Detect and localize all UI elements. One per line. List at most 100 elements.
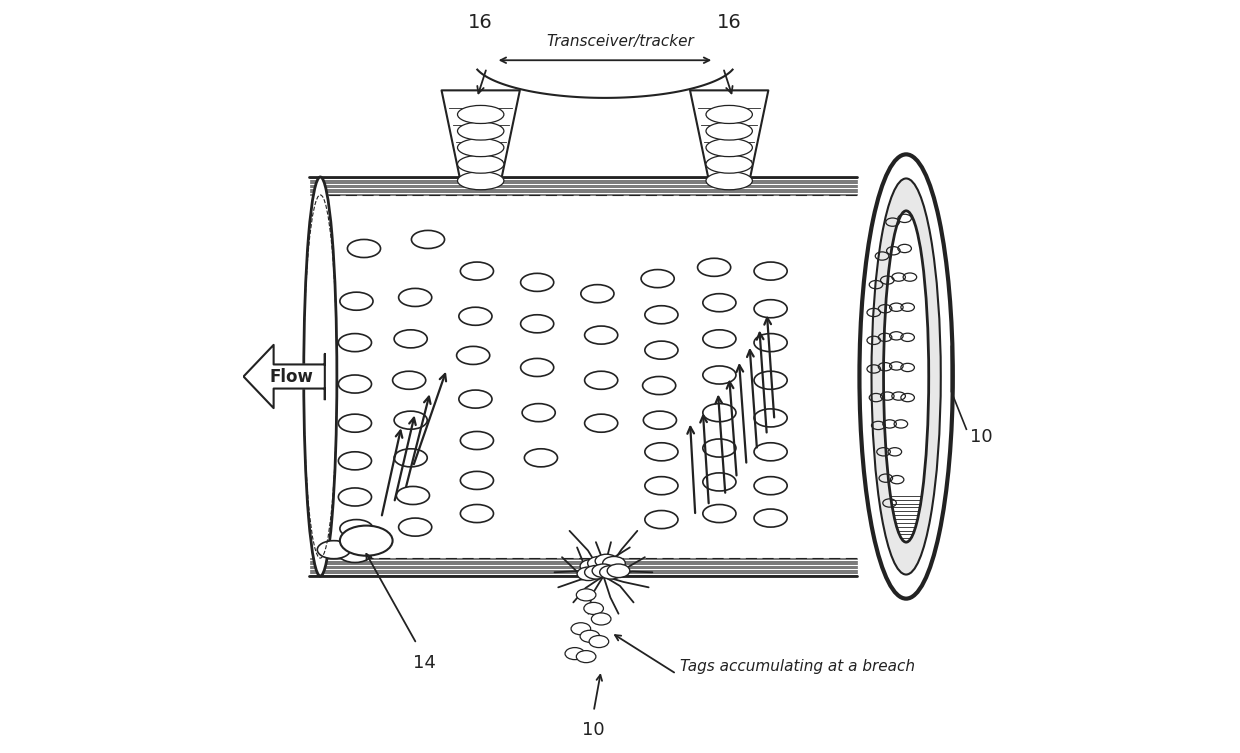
Text: 16: 16 (469, 13, 494, 32)
Ellipse shape (703, 404, 737, 422)
Ellipse shape (460, 505, 494, 523)
Ellipse shape (577, 567, 600, 581)
Ellipse shape (588, 556, 610, 570)
Ellipse shape (565, 648, 584, 660)
Ellipse shape (580, 630, 600, 642)
Ellipse shape (706, 172, 753, 190)
Ellipse shape (398, 518, 432, 536)
Ellipse shape (595, 554, 618, 568)
Ellipse shape (458, 155, 503, 173)
Ellipse shape (393, 371, 425, 389)
Ellipse shape (459, 390, 492, 408)
Ellipse shape (459, 307, 492, 325)
Ellipse shape (645, 511, 678, 529)
Ellipse shape (593, 564, 615, 578)
Ellipse shape (644, 411, 677, 429)
Ellipse shape (340, 526, 393, 556)
Polygon shape (689, 90, 769, 177)
Ellipse shape (521, 273, 554, 291)
Ellipse shape (521, 315, 554, 333)
Ellipse shape (703, 366, 737, 384)
Ellipse shape (645, 341, 678, 359)
Ellipse shape (572, 623, 590, 635)
Polygon shape (243, 345, 325, 408)
Text: 10: 10 (583, 721, 605, 739)
Text: 16: 16 (717, 13, 742, 32)
Ellipse shape (698, 258, 730, 276)
Ellipse shape (460, 262, 494, 280)
Ellipse shape (706, 139, 753, 157)
Ellipse shape (754, 509, 787, 527)
Ellipse shape (317, 541, 351, 559)
Ellipse shape (591, 613, 611, 625)
Ellipse shape (458, 122, 503, 140)
Text: Tags accumulating at a breach: Tags accumulating at a breach (681, 659, 915, 674)
Ellipse shape (339, 334, 372, 352)
Ellipse shape (703, 294, 737, 312)
Ellipse shape (754, 409, 787, 427)
Ellipse shape (645, 443, 678, 461)
Ellipse shape (394, 449, 428, 467)
Ellipse shape (754, 477, 787, 495)
Ellipse shape (641, 270, 675, 288)
Ellipse shape (394, 411, 428, 429)
Polygon shape (441, 90, 520, 177)
Ellipse shape (645, 306, 678, 324)
Ellipse shape (339, 452, 372, 470)
Ellipse shape (754, 334, 787, 352)
Ellipse shape (340, 292, 373, 310)
Ellipse shape (460, 471, 494, 489)
Ellipse shape (458, 172, 503, 190)
Ellipse shape (754, 300, 787, 318)
Ellipse shape (577, 651, 596, 663)
Text: 10: 10 (970, 428, 993, 446)
Ellipse shape (584, 414, 618, 432)
Ellipse shape (458, 105, 503, 123)
Ellipse shape (398, 288, 432, 306)
Ellipse shape (577, 589, 596, 601)
Ellipse shape (584, 602, 604, 614)
Ellipse shape (706, 155, 753, 173)
Ellipse shape (872, 178, 941, 575)
Ellipse shape (603, 556, 625, 570)
Ellipse shape (584, 566, 608, 579)
Ellipse shape (584, 326, 618, 344)
Text: Flow: Flow (270, 367, 314, 386)
Ellipse shape (608, 564, 630, 578)
Ellipse shape (754, 443, 787, 461)
Ellipse shape (580, 559, 603, 573)
Text: Transceiver/tracker: Transceiver/tracker (546, 34, 694, 49)
Ellipse shape (754, 371, 787, 389)
Ellipse shape (642, 376, 676, 395)
Ellipse shape (859, 154, 952, 599)
Ellipse shape (394, 330, 428, 348)
Ellipse shape (458, 139, 503, 157)
Ellipse shape (584, 371, 618, 389)
Ellipse shape (522, 404, 556, 422)
Ellipse shape (460, 431, 494, 450)
Ellipse shape (525, 449, 558, 467)
Ellipse shape (703, 439, 737, 457)
Ellipse shape (339, 544, 372, 562)
Ellipse shape (304, 177, 337, 576)
Ellipse shape (589, 636, 609, 648)
Ellipse shape (412, 230, 445, 248)
Ellipse shape (397, 486, 429, 505)
Text: 14: 14 (413, 654, 435, 672)
Ellipse shape (706, 105, 753, 123)
Ellipse shape (580, 285, 614, 303)
Ellipse shape (340, 520, 373, 538)
Ellipse shape (600, 566, 622, 579)
Ellipse shape (884, 211, 929, 542)
Ellipse shape (703, 330, 737, 348)
Ellipse shape (703, 473, 737, 491)
Ellipse shape (754, 262, 787, 280)
Ellipse shape (339, 488, 372, 506)
Ellipse shape (339, 414, 372, 432)
Ellipse shape (706, 122, 753, 140)
Ellipse shape (347, 239, 381, 258)
Ellipse shape (521, 358, 554, 376)
Ellipse shape (645, 477, 678, 495)
Ellipse shape (456, 346, 490, 364)
Ellipse shape (703, 505, 737, 523)
